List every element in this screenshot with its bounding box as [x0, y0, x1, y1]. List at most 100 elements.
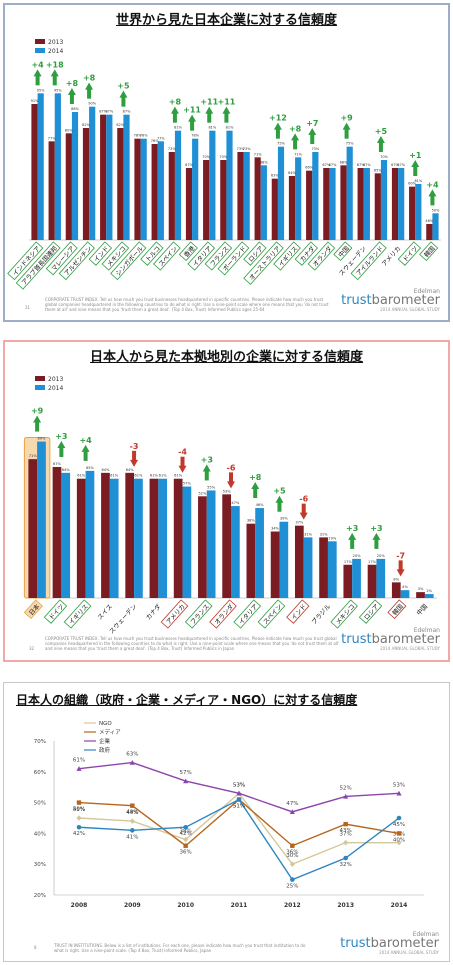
edelman-logo: Edelman trustbarometer 2014 ANNUAL GLOBA… [340, 931, 439, 955]
bar-2014 [255, 508, 264, 598]
bar-2013 [237, 152, 244, 240]
change-arrow-head [119, 90, 128, 98]
bar-2013 [220, 160, 227, 240]
value-label-2013: 17% [368, 560, 377, 564]
value-label-2013: 73% [237, 147, 245, 151]
bar-2013 [28, 459, 38, 598]
bar-2013 [343, 564, 353, 598]
data-label: 36% [180, 850, 192, 856]
value-label-2014: 61% [159, 474, 168, 478]
data-label: 50% [73, 807, 85, 813]
bar-2014 [303, 537, 313, 598]
category-label-box [88, 241, 113, 266]
data-point [130, 828, 135, 833]
bar-2013 [134, 138, 141, 240]
change-arrow-shaft [180, 456, 185, 467]
bar-chart-1: 2013201491%95%+4インドネシア77%95%+18アラブ首長国連邦8… [7, 39, 441, 290]
change-arrow-head [33, 69, 42, 77]
value-label-2013: 67% [322, 163, 330, 167]
value-label-2013: 34% [271, 527, 280, 531]
bar-2014 [106, 114, 113, 240]
value-label-2014: 55% [207, 485, 216, 489]
category-label-box [160, 599, 189, 629]
data-point [76, 800, 82, 805]
change-label: +9 [31, 407, 44, 416]
x-tick-label: 2014 [391, 902, 408, 909]
panel-global-trust-japan: 世界から見た日本企業に対する信頼度 2013 2014 91% 95% +4 インドネシア… [3, 3, 450, 322]
change-arrow-head [188, 114, 197, 122]
chart-title: 世界から見た日本企業に対する信頼度 [115, 13, 337, 28]
change-arrow-shaft [59, 446, 64, 457]
value-label-2014: 75% [277, 142, 285, 146]
value-label-2013: 64% [126, 468, 135, 472]
change-arrow-shaft [229, 472, 233, 483]
bar-2014 [209, 130, 216, 240]
category-label-box [243, 241, 267, 266]
value-label-2014: 75% [346, 142, 354, 146]
bar-2014 [123, 114, 130, 240]
value-label-2013: 73% [168, 147, 176, 151]
change-arrow-shaft [121, 96, 126, 107]
bar-2013 [426, 224, 433, 240]
change-arrow-shaft [172, 112, 177, 123]
data-point [343, 821, 348, 827]
x-tick-label: 2009 [124, 902, 141, 909]
value-label-2013: 46% [425, 219, 433, 223]
value-label-2013: 80% [65, 128, 73, 132]
change-arrow-head [411, 160, 420, 167]
value-label-2013: 3% [418, 587, 424, 591]
logo-study: 2014 ANNUAL GLOBAL STUDY [379, 950, 439, 955]
x-tick-label: 2011 [231, 902, 248, 909]
bar-2014 [157, 141, 164, 240]
change-arrow-head [299, 512, 308, 520]
value-label-2013: 91% [31, 99, 39, 103]
bar-2013 [323, 168, 330, 240]
change-arrow-shaft [310, 134, 315, 144]
value-label-2014: 78% [140, 134, 148, 138]
value-label-2014: 77% [157, 136, 165, 140]
value-label-2014: 39% [280, 517, 289, 521]
chart-title: 日本人の組織（政府・企業・メディア・NGO）に対する信頼度 [16, 693, 358, 707]
category-label-box [23, 599, 43, 620]
category-label-box [58, 241, 95, 281]
category-label-box [350, 241, 387, 281]
category-label-box [243, 241, 284, 285]
data-label: 53% [233, 782, 245, 788]
value-label-2014: 50% [432, 208, 440, 212]
category-label-group: イギリス [63, 599, 92, 629]
data-label: 52% [340, 785, 352, 791]
change-label: +3 [370, 524, 382, 533]
change-label: +8 [249, 473, 262, 482]
bar-2014 [37, 441, 46, 598]
data-label: 36% [286, 850, 298, 856]
category-label-group: スイス [97, 603, 115, 621]
data-label: 40% [393, 837, 405, 843]
bar-2014 [424, 594, 434, 598]
x-tick-label: 2010 [177, 902, 194, 909]
change-arrow-shaft [35, 421, 40, 432]
data-point [289, 809, 295, 815]
change-label: +3 [201, 455, 213, 464]
bar-2013 [340, 165, 347, 240]
bar-2013 [168, 152, 175, 240]
value-label-2014: 31% [304, 532, 313, 536]
footnote: CORPORATE TRUST INDEX. Tell us how much … [45, 636, 340, 651]
data-label: 49% [126, 810, 138, 816]
y-tick-label: 70% [34, 739, 46, 745]
value-label-2013: 61% [174, 474, 183, 478]
change-arrow-shaft [344, 128, 349, 139]
bar-2013 [294, 525, 304, 598]
bar-chart-2: 2013201471%80%+9日本67%64%+3ドイツ61%65%+4イギリ… [23, 376, 437, 635]
bar-2013 [246, 523, 256, 598]
change-label: +5 [117, 82, 130, 91]
data-point [343, 855, 348, 861]
value-label-2014: 95% [37, 88, 45, 92]
change-arrow-head [178, 465, 187, 473]
bar-2013 [367, 564, 377, 598]
bar-2014 [54, 93, 61, 240]
x-tick-label: 2012 [284, 902, 301, 909]
bar-2014 [61, 472, 71, 598]
data-point [129, 759, 135, 765]
bar-2014 [182, 486, 192, 598]
category-label-box [7, 241, 44, 281]
